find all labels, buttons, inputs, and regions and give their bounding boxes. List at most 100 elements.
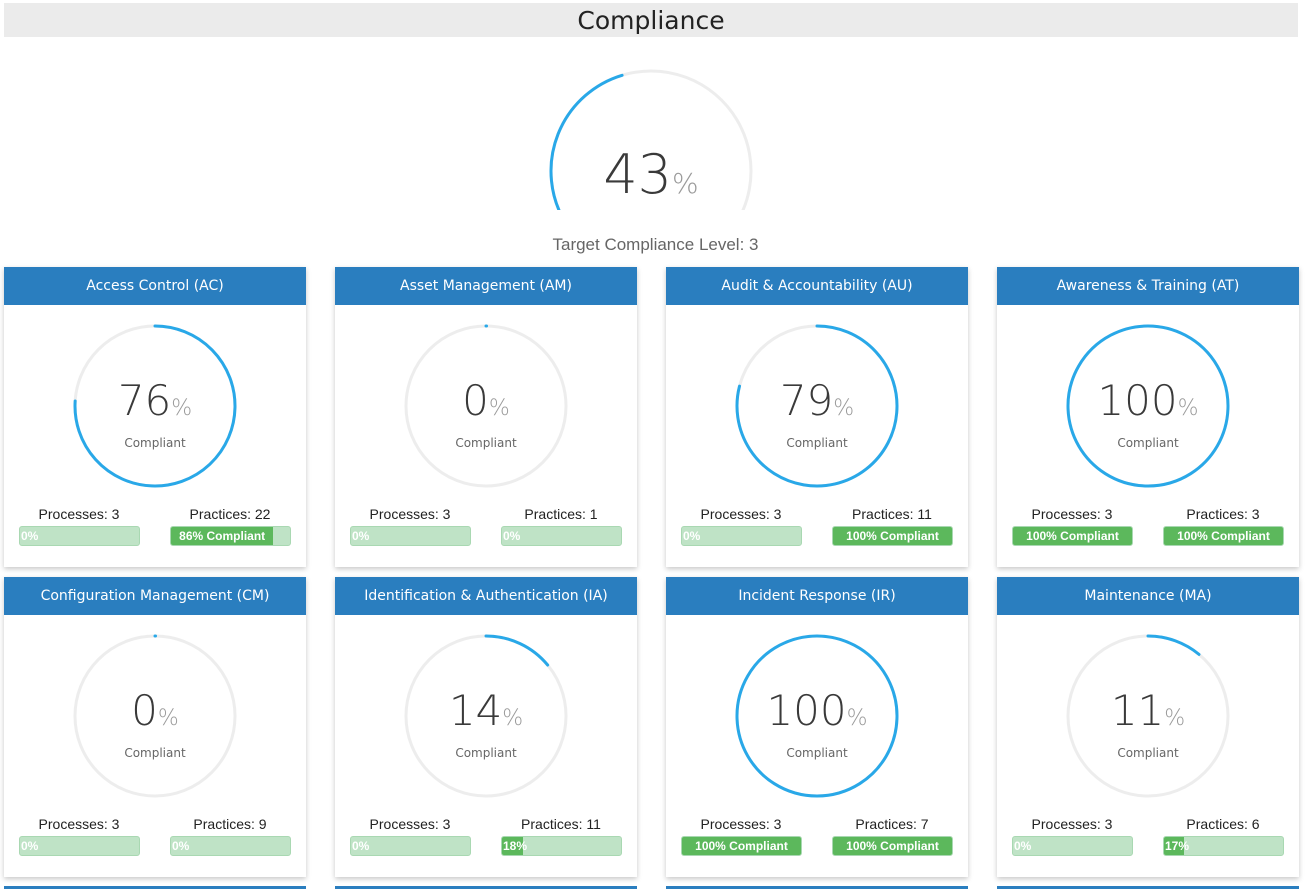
practices-bar-text: 100% Compliant bbox=[846, 529, 939, 543]
processes-label: Processes: 3 bbox=[369, 506, 451, 522]
ring-arc bbox=[735, 324, 899, 488]
practices-progress-bar: 18% bbox=[501, 836, 622, 856]
compliant-label: Compliant bbox=[786, 436, 848, 450]
ring-arc bbox=[1066, 324, 1230, 488]
card-compliance-ring: 11% Compliant bbox=[1065, 633, 1231, 799]
processes-bar-text: 0% bbox=[21, 529, 39, 543]
card-percentage-value: 14 bbox=[448, 686, 503, 735]
page-header: Compliance bbox=[4, 3, 1298, 37]
domain-card[interactable]: Audit & Accountability (AU) 79% Complian… bbox=[666, 267, 968, 567]
card-percentage: 100% bbox=[734, 690, 900, 732]
processes-progress-bar: 0% bbox=[350, 836, 471, 856]
processes-progress-bar: 0% bbox=[350, 526, 471, 546]
overall-pct-sign: % bbox=[672, 167, 699, 200]
practices-bar-text: 18% bbox=[503, 839, 528, 853]
processes-bar-fill bbox=[682, 837, 801, 855]
ring-arc bbox=[484, 634, 550, 667]
domain-card[interactable]: Incident Response (IR) 100% Compliant Pr… bbox=[666, 577, 968, 877]
ring-svg bbox=[404, 324, 568, 488]
next-row-card-edge bbox=[335, 886, 637, 889]
ring-svg bbox=[73, 324, 237, 488]
ring-svg bbox=[73, 634, 237, 798]
practices-progress-bar: 100% Compliant bbox=[832, 526, 953, 546]
processes-label: Processes: 3 bbox=[38, 506, 120, 522]
domain-card[interactable]: Awareness & Training (AT) 100% Compliant… bbox=[997, 267, 1299, 567]
compliant-label: Compliant bbox=[786, 746, 848, 760]
overall-gauge-arc bbox=[549, 73, 624, 210]
target-compliance-level: Target Compliance Level: 3 bbox=[552, 235, 759, 254]
practices-bar-text: 0% bbox=[503, 529, 521, 543]
card-compliance-ring: 14% Compliant bbox=[403, 633, 569, 799]
practices-bar-fill bbox=[833, 837, 952, 855]
practices-label: Practices: 1 bbox=[524, 506, 598, 522]
practices-bar-text: 86% Compliant bbox=[179, 529, 266, 543]
domain-card[interactable]: Maintenance (MA) 11% Compliant Processes… bbox=[997, 577, 1299, 877]
card-title: Asset Management (AM) bbox=[400, 278, 572, 294]
processes-progress-bar: 0% bbox=[19, 526, 140, 546]
overall-gauge-svg bbox=[549, 69, 753, 210]
next-row-card-edge bbox=[666, 886, 968, 889]
practices-bar-text: 0% bbox=[172, 839, 190, 853]
processes-label: Processes: 3 bbox=[369, 816, 451, 832]
compliant-label: Compliant bbox=[124, 436, 186, 450]
processes-bar-text: 0% bbox=[352, 839, 370, 853]
practices-progress-bar: 17% bbox=[1163, 836, 1284, 856]
processes-bar-text: 0% bbox=[21, 839, 39, 853]
card-compliance-ring: 0% Compliant bbox=[72, 633, 238, 799]
practices-label: Practices: 7 bbox=[855, 816, 929, 832]
card-percentage-value: 11 bbox=[1110, 686, 1165, 735]
card-percentage-value: 100 bbox=[766, 686, 847, 735]
card-pct-sign: % bbox=[157, 706, 179, 731]
card-percentage-value: 76 bbox=[117, 376, 172, 425]
processes-label: Processes: 3 bbox=[700, 506, 782, 522]
processes-bar-text: 0% bbox=[683, 529, 701, 543]
card-percentage: 76% bbox=[72, 380, 238, 422]
card-percentage: 0% bbox=[72, 690, 238, 732]
overall-value: 43 bbox=[603, 143, 673, 206]
practices-label: Practices: 22 bbox=[189, 506, 271, 522]
practices-bar-fill bbox=[1164, 837, 1185, 855]
card-compliance-ring: 79% Compliant bbox=[734, 323, 900, 489]
card-title: Access Control (AC) bbox=[86, 278, 224, 294]
compliant-label: Compliant bbox=[1117, 436, 1179, 450]
processes-label: Processes: 3 bbox=[1031, 506, 1113, 522]
card-pct-sign: % bbox=[488, 396, 510, 421]
card-compliance-ring: 0% Compliant bbox=[403, 323, 569, 489]
compliant-label: Compliant bbox=[455, 436, 517, 450]
card-header: Access Control (AC) bbox=[4, 267, 306, 305]
card-header: Asset Management (AM) bbox=[335, 267, 637, 305]
domain-card[interactable]: Access Control (AC) 76% Compliant Proces… bbox=[4, 267, 306, 567]
card-percentage-value: 0 bbox=[131, 686, 158, 735]
card-header: Awareness & Training (AT) bbox=[997, 267, 1299, 305]
processes-bar-text: 100% Compliant bbox=[695, 839, 788, 853]
processes-label: Processes: 3 bbox=[1031, 816, 1113, 832]
card-title: Identification & Authentication (IA) bbox=[364, 588, 608, 604]
ring-svg bbox=[735, 324, 899, 488]
ring-arc bbox=[73, 324, 237, 488]
practices-bar-fill bbox=[171, 527, 274, 545]
domain-card[interactable]: Identification & Authentication (IA) 14%… bbox=[335, 577, 637, 877]
card-header: Audit & Accountability (AU) bbox=[666, 267, 968, 305]
processes-label: Processes: 3 bbox=[38, 816, 120, 832]
ring-svg bbox=[735, 634, 899, 798]
card-percentage: 11% bbox=[1065, 690, 1231, 732]
processes-progress-bar: 100% Compliant bbox=[1012, 526, 1133, 546]
card-percentage: 79% bbox=[734, 380, 900, 422]
compliant-label: Compliant bbox=[455, 746, 517, 760]
card-title: Awareness & Training (AT) bbox=[1056, 278, 1240, 294]
card-pct-sign: % bbox=[171, 396, 193, 421]
card-title: Maintenance (MA) bbox=[1084, 588, 1212, 604]
card-percentage: 14% bbox=[403, 690, 569, 732]
practices-bar-text: 100% Compliant bbox=[1177, 529, 1270, 543]
practices-progress-bar: 100% Compliant bbox=[1163, 526, 1284, 546]
card-percentage: 0% bbox=[403, 380, 569, 422]
practices-label: Practices: 11 bbox=[521, 816, 601, 832]
card-title: Incident Response (IR) bbox=[738, 588, 896, 604]
domain-card[interactable]: Asset Management (AM) 0% Compliant Proce… bbox=[335, 267, 637, 567]
domain-card[interactable]: Configuration Management (CM) 0% Complia… bbox=[4, 577, 306, 877]
processes-progress-bar: 0% bbox=[1012, 836, 1133, 856]
card-percentage-value: 100 bbox=[1097, 376, 1178, 425]
ring-arc bbox=[735, 634, 899, 798]
ring-svg bbox=[1066, 324, 1230, 488]
compliant-label: Compliant bbox=[1117, 746, 1179, 760]
